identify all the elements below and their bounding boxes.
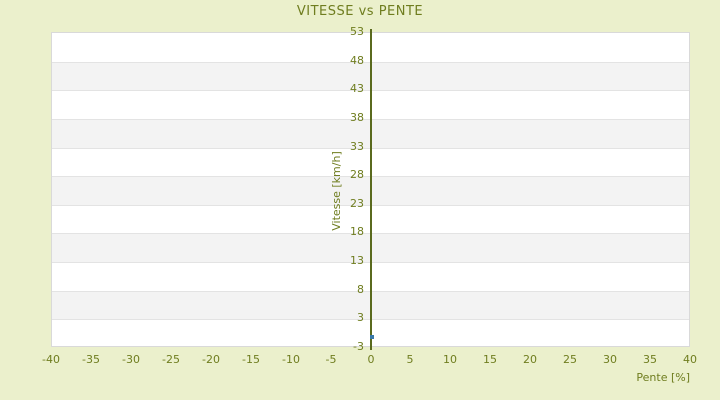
x-tick-label: 30 (603, 353, 617, 366)
x-tick-label: 35 (643, 353, 657, 366)
x-tick-label: -25 (162, 353, 180, 366)
y-tick-label: 38 (350, 111, 364, 124)
x-tick-label: -35 (82, 353, 100, 366)
x-tick-label: -5 (325, 353, 337, 366)
y-tick-label: 53 (350, 25, 364, 38)
chart-title: VITESSE vs PENTE (296, 4, 424, 19)
y-axis-title: Vitesse [km/h] (330, 151, 343, 231)
y-tick-label: 13 (350, 254, 364, 267)
x-axis-title: Pente [%] (636, 371, 690, 384)
y-tick-label: 33 (350, 140, 364, 153)
x-tick-label: 5 (406, 353, 414, 366)
x-tick-label: -15 (242, 353, 260, 366)
y-tick-label: 8 (357, 283, 364, 296)
y-tick-label: 3 (357, 311, 364, 324)
y-tick-label: -3 (353, 340, 364, 353)
y-axis-zero-line (370, 29, 372, 350)
x-tick-label: -40 (42, 353, 60, 366)
x-tick-label: 0 (367, 353, 375, 366)
x-tick-label: 40 (683, 353, 697, 366)
x-tick-label: -10 (282, 353, 300, 366)
y-tick-label: 43 (350, 82, 364, 95)
x-tick-label: -20 (202, 353, 220, 366)
x-tick-label: 20 (523, 353, 537, 366)
plot-area (51, 29, 690, 350)
x-tick-label: 25 (563, 353, 577, 366)
x-tick-label: 15 (483, 353, 497, 366)
x-tick-label: -30 (122, 353, 140, 366)
y-tick-label: 48 (350, 54, 364, 67)
y-tick-label: 18 (350, 225, 364, 238)
y-tick-label: 28 (350, 168, 364, 181)
data-point (370, 335, 374, 339)
x-tick-label: 10 (443, 353, 457, 366)
y-tick-label: 23 (350, 197, 364, 210)
